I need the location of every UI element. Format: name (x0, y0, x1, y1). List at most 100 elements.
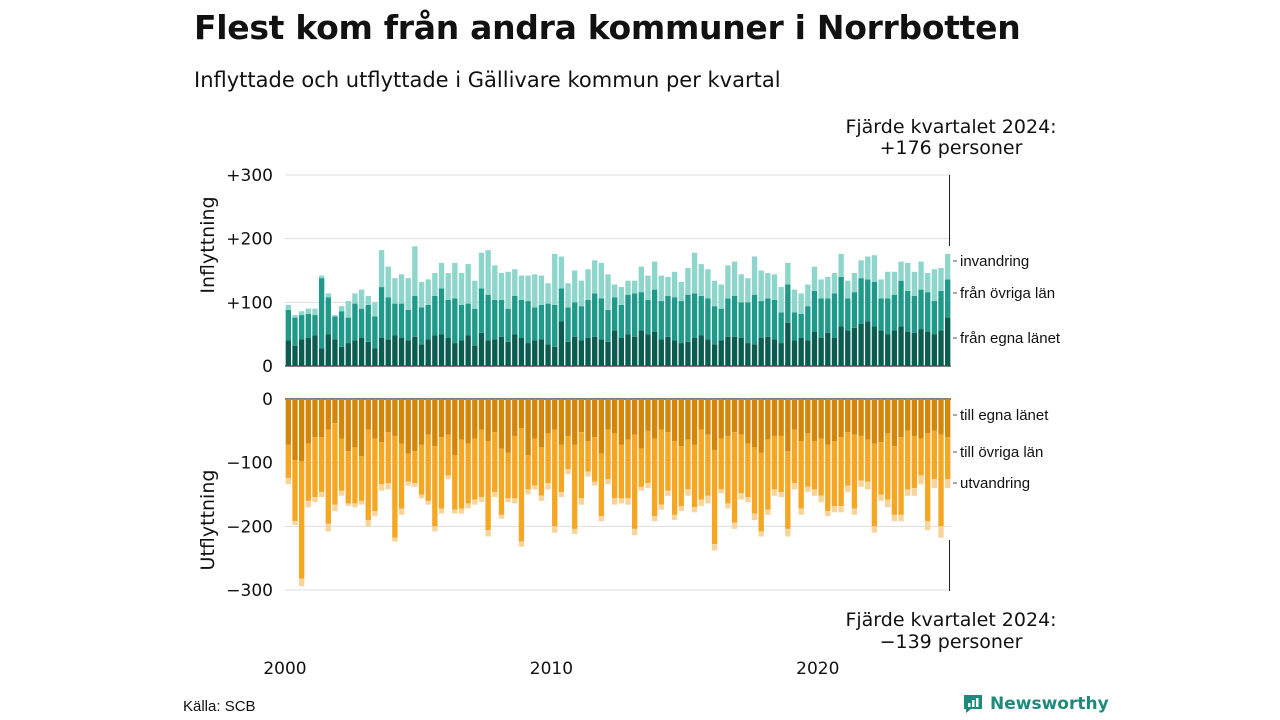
bar-in-0-41 (558, 321, 565, 366)
bar-in-1-72 (765, 298, 771, 337)
bar-in-1-59 (678, 301, 684, 344)
bar-out-0-9 (345, 399, 351, 452)
bar-in-2-4 (312, 308, 318, 316)
bar-in-2-0 (285, 304, 291, 310)
bar-out-0-18 (405, 399, 411, 454)
bar-out-0-92 (898, 399, 904, 438)
bar-in-0-88 (871, 326, 878, 366)
bar-out-2-49 (612, 498, 618, 505)
bar-out-0-69 (745, 399, 751, 444)
bar-in-2-18 (405, 278, 411, 310)
bar-in-0-68 (738, 337, 744, 366)
bar-in-1-38 (538, 304, 545, 340)
bar-in-2-9 (345, 301, 351, 318)
bar-in-2-12 (365, 295, 371, 305)
bar-in-0-10 (352, 340, 358, 366)
bar-out-1-40 (552, 429, 558, 527)
bar-out-1-86 (858, 435, 864, 481)
brand-logo[interactable]: Newsworthy (962, 693, 1109, 715)
bar-out-1-96 (925, 433, 931, 522)
bar-out-1-72 (765, 439, 771, 510)
bar-out-0-39 (545, 399, 551, 434)
bar-out-0-81 (825, 399, 831, 445)
bar-in-0-24 (445, 337, 451, 366)
bar-out-1-8 (338, 438, 345, 491)
bar-out-1-38 (538, 447, 545, 496)
bar-out-2-74 (778, 491, 784, 498)
bar-out-2-98 (938, 526, 944, 538)
bar-out-1-85 (851, 434, 858, 509)
bar-in-0-91 (891, 330, 898, 366)
bar-in-2-84 (845, 280, 851, 299)
bar-out-0-48 (605, 399, 611, 430)
bar-in-0-42 (565, 341, 571, 366)
bar-in-0-64 (711, 344, 718, 366)
bar-in-0-72 (765, 336, 771, 366)
bar-in-0-28 (472, 345, 478, 366)
bar-in-0-56 (658, 339, 664, 366)
bar-in-2-65 (718, 284, 724, 309)
bar-in-2-32 (498, 273, 505, 300)
bar-in-1-2 (298, 315, 305, 340)
bar-out-1-5 (318, 437, 325, 492)
bar-in-1-95 (918, 289, 924, 330)
bar-out-0-11 (358, 399, 365, 457)
y-axis-label-inflyttning: Inflyttning (197, 196, 219, 293)
bar-in-0-50 (618, 337, 624, 366)
bar-out-2-60 (685, 489, 691, 496)
bar-out-0-93 (905, 399, 911, 431)
bar-out-1-70 (751, 447, 758, 514)
bar-out-0-54 (645, 399, 651, 431)
bar-out-0-80 (818, 399, 824, 439)
bar-out-2-71 (758, 531, 764, 537)
bar-out-0-7 (332, 399, 338, 424)
bar-in-2-45 (585, 269, 591, 300)
bar-out-1-64 (711, 449, 718, 545)
bar-in-2-70 (751, 256, 758, 295)
bar-in-1-26 (458, 304, 465, 341)
bar-in-1-44 (578, 306, 585, 341)
bar-out-0-32 (498, 399, 505, 449)
bar-in-2-40 (552, 253, 558, 305)
bar-in-2-35 (518, 275, 525, 300)
bar-out-1-20 (418, 444, 425, 495)
bar-out-2-57 (665, 490, 671, 496)
bar-out-1-80 (818, 438, 824, 496)
bar-out-2-17 (398, 508, 405, 515)
bar-out-0-58 (671, 399, 678, 442)
bar-out-2-72 (765, 509, 771, 515)
bar-out-1-17 (398, 443, 405, 509)
bar-out-1-63 (705, 434, 711, 496)
bar-in-2-39 (545, 283, 551, 304)
bar-out-2-86 (858, 480, 864, 487)
bar-out-1-1 (292, 460, 298, 522)
bar-in-2-96 (925, 273, 931, 293)
bar-in-2-42 (565, 283, 571, 308)
bar-out-2-96 (925, 521, 931, 531)
bar-out-0-60 (685, 399, 691, 440)
bar-in-0-82 (831, 337, 838, 366)
bar-in-2-57 (665, 276, 671, 296)
bar-in-1-31 (492, 299, 498, 340)
bar-out-2-85 (851, 508, 858, 515)
bar-in-1-88 (871, 281, 878, 327)
bar-in-0-48 (605, 341, 611, 366)
bar-in-0-53 (638, 330, 644, 366)
bar-in-0-93 (905, 331, 911, 366)
bar-in-2-26 (458, 273, 465, 305)
bar-in-1-89 (878, 298, 884, 331)
bar-in-2-25 (452, 262, 458, 299)
bar-in-0-29 (478, 332, 485, 366)
bar-out-2-92 (898, 514, 904, 522)
bar-out-2-80 (818, 495, 824, 503)
bar-in-1-90 (885, 298, 891, 335)
bar-out-2-88 (871, 526, 878, 533)
bar-out-2-25 (452, 509, 458, 514)
bar-in-1-7 (332, 316, 338, 340)
bar-in-2-31 (492, 265, 498, 300)
bar-in-0-73 (771, 339, 778, 366)
bar-in-1-17 (398, 303, 405, 338)
bar-in-1-76 (791, 312, 798, 341)
bar-out-1-0 (285, 444, 291, 478)
bar-out-1-52 (631, 434, 638, 529)
